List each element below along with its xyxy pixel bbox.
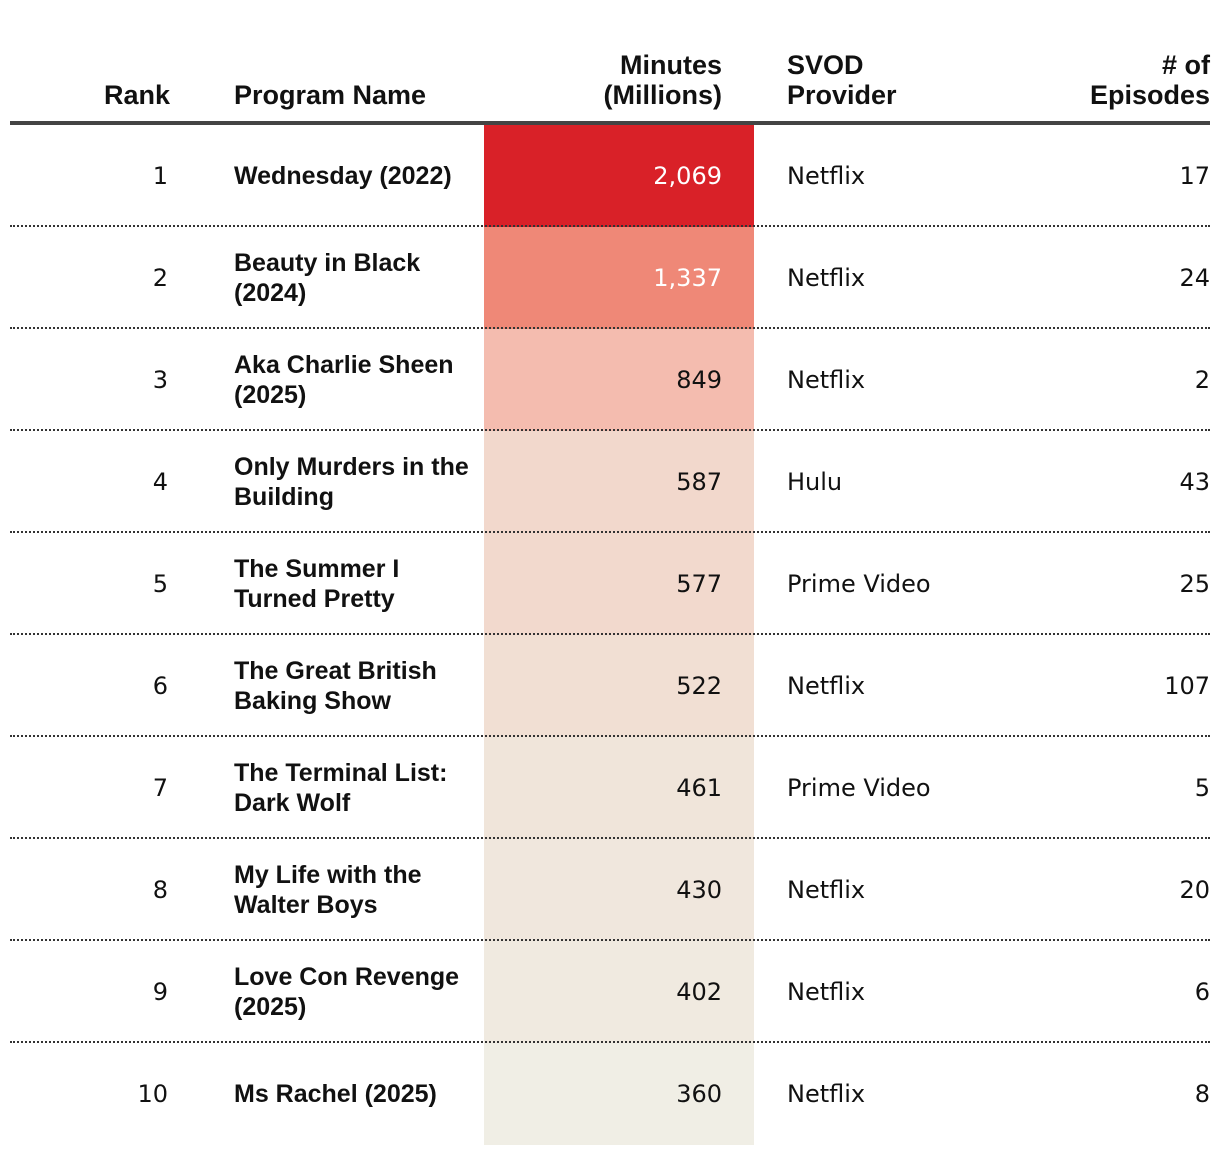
minutes-value-cell: 587: [676, 468, 722, 496]
table-row: 6 The Great British Baking Show 522 Netflix…: [10, 635, 1210, 737]
svod-provider-cell: Prime Video: [787, 774, 931, 802]
episodes-cell: 107: [1164, 672, 1210, 700]
minutes-heat-cell: [484, 431, 754, 533]
minutes-heat-cell: [484, 533, 754, 635]
minutes-value-cell: 1,337: [653, 264, 722, 292]
svod-provider-cell: Netflix: [787, 162, 866, 190]
header-program-name: Program Name: [234, 40, 474, 110]
episodes-cell: 43: [1179, 468, 1210, 496]
table-row: 3 Aka Charlie Sheen (2025) 849 Netflix 2: [10, 329, 1210, 431]
svod-provider-cell: Netflix: [787, 672, 866, 700]
row-divider: [10, 429, 1210, 431]
episodes-cell: 24: [1179, 264, 1210, 292]
minutes-heat-cell: [484, 941, 754, 1043]
program-name-cell: Beauty in Black (2024): [234, 249, 421, 307]
minutes-heat-cell: [484, 227, 754, 329]
minutes-value-cell: 577: [676, 570, 722, 598]
episodes-cell: 25: [1179, 570, 1210, 598]
rank-cell: 9: [152, 978, 168, 1006]
row-divider: [10, 225, 1210, 227]
header-program-line: Program Name: [234, 80, 427, 110]
minutes-heat-cell: [484, 125, 754, 227]
row-divider: [10, 735, 1210, 737]
header-provider-line-1: SVOD: [787, 50, 864, 80]
minutes-value-cell: 360: [676, 1080, 722, 1108]
header-episodes-line-2: Episodes: [1089, 80, 1210, 110]
episodes-cell: 17: [1179, 162, 1210, 190]
minutes-heat-cell: [484, 329, 754, 431]
svod-provider-cell: Netflix: [787, 264, 866, 292]
header-svod-provider: SVOD Provider: [787, 40, 987, 110]
episodes-cell: 6: [1194, 978, 1210, 1006]
program-name-cell: Aka Charlie Sheen (2025): [234, 351, 454, 409]
header-provider-line-2: Provider: [787, 80, 897, 110]
header-minutes-line-1: Minutes: [619, 50, 722, 80]
rank-cell: 3: [152, 366, 168, 394]
rank-cell: 2: [152, 264, 168, 292]
svod-provider-cell: Prime Video: [787, 570, 931, 598]
minutes-heat-cell: [484, 635, 754, 737]
program-name-cell: The Terminal List: Dark Wolf: [234, 759, 448, 817]
table-row: 4 Only Murders in the Building 587 Hulu 43: [10, 431, 1210, 533]
episodes-cell: 5: [1194, 774, 1210, 802]
row-divider: [10, 633, 1210, 635]
minutes-value-cell: 430: [676, 876, 722, 904]
header-rank-line: Rank: [103, 80, 170, 110]
row-divider: [10, 837, 1210, 839]
program-name-cell: Wednesday (2022): [234, 162, 452, 190]
program-name-cell: The Great British Baking Show: [234, 657, 437, 715]
svod-provider-cell: Netflix: [787, 366, 866, 394]
program-name-cell: My Life with the Walter Boys: [234, 861, 422, 919]
row-divider: [10, 1041, 1210, 1043]
minutes-value-cell: 849: [676, 366, 722, 394]
header-episodes: # of Episodes: [1010, 40, 1210, 110]
svod-provider-cell: Hulu: [787, 468, 843, 496]
svod-provider-cell: Netflix: [787, 1080, 866, 1108]
minutes-value-cell: 2,069: [653, 162, 722, 190]
svod-provider-cell: Netflix: [787, 978, 866, 1006]
svod-provider-cell: Netflix: [787, 876, 866, 904]
header-minutes: Minutes (Millions): [484, 40, 722, 110]
row-divider: [10, 327, 1210, 329]
rank-cell: 1: [152, 162, 168, 190]
rank-cell: 8: [152, 876, 168, 904]
header-episodes-line-1: # of: [1161, 50, 1210, 80]
table-row: 5 The Summer I Turned Pretty 577 Prime Vide…: [10, 533, 1210, 635]
program-name-cell: Ms Rachel (2025): [234, 1080, 437, 1108]
episodes-cell: 20: [1179, 876, 1210, 904]
program-name-cell: The Summer I Turned Pretty: [234, 555, 400, 613]
rank-cell: 6: [152, 672, 168, 700]
rank-cell: 5: [152, 570, 168, 598]
row-divider: [10, 531, 1210, 533]
header-minutes-line-2: (Millions): [603, 80, 722, 110]
episodes-cell: 8: [1194, 1080, 1210, 1108]
table-row: 10 Ms Rachel (2025) 360 Netflix 8: [10, 1043, 1210, 1145]
program-name-cell: Only Murders in the Building: [234, 453, 469, 511]
minutes-value-cell: 522: [676, 672, 722, 700]
table-row: 8 My Life with the Walter Boys 430 Netflix 2…: [10, 839, 1210, 941]
rank-cell: 4: [152, 468, 168, 496]
program-name-cell: Love Con Revenge (2025): [234, 963, 460, 1021]
table-row: 2 Beauty in Black (2024) 1,337 Netflix 24: [10, 227, 1210, 329]
table-row: 7 The Terminal List: Dark Wolf 461 Prime Vi…: [10, 737, 1210, 839]
header-rank: Rank: [10, 40, 170, 110]
minutes-heat-cell: [484, 737, 754, 839]
rank-cell: 7: [152, 774, 168, 802]
ranking-table: Rank Program Name Minutes (Millions) SVO…: [10, 0, 1210, 1154]
rank-cell: 10: [137, 1080, 168, 1108]
episodes-cell: 2: [1194, 366, 1210, 394]
minutes-value-cell: 461: [676, 774, 722, 802]
minutes-heat-cell: [484, 839, 754, 941]
minutes-heat-cell: [484, 1043, 754, 1145]
header-rule: [10, 121, 1210, 125]
table-row: 9 Love Con Revenge (2025) 402 Netflix 6: [10, 941, 1210, 1043]
row-divider: [10, 939, 1210, 941]
minutes-value-cell: 402: [676, 978, 722, 1006]
table-row: 1 Wednesday (2022) 2,069 Netflix 17: [10, 125, 1210, 227]
